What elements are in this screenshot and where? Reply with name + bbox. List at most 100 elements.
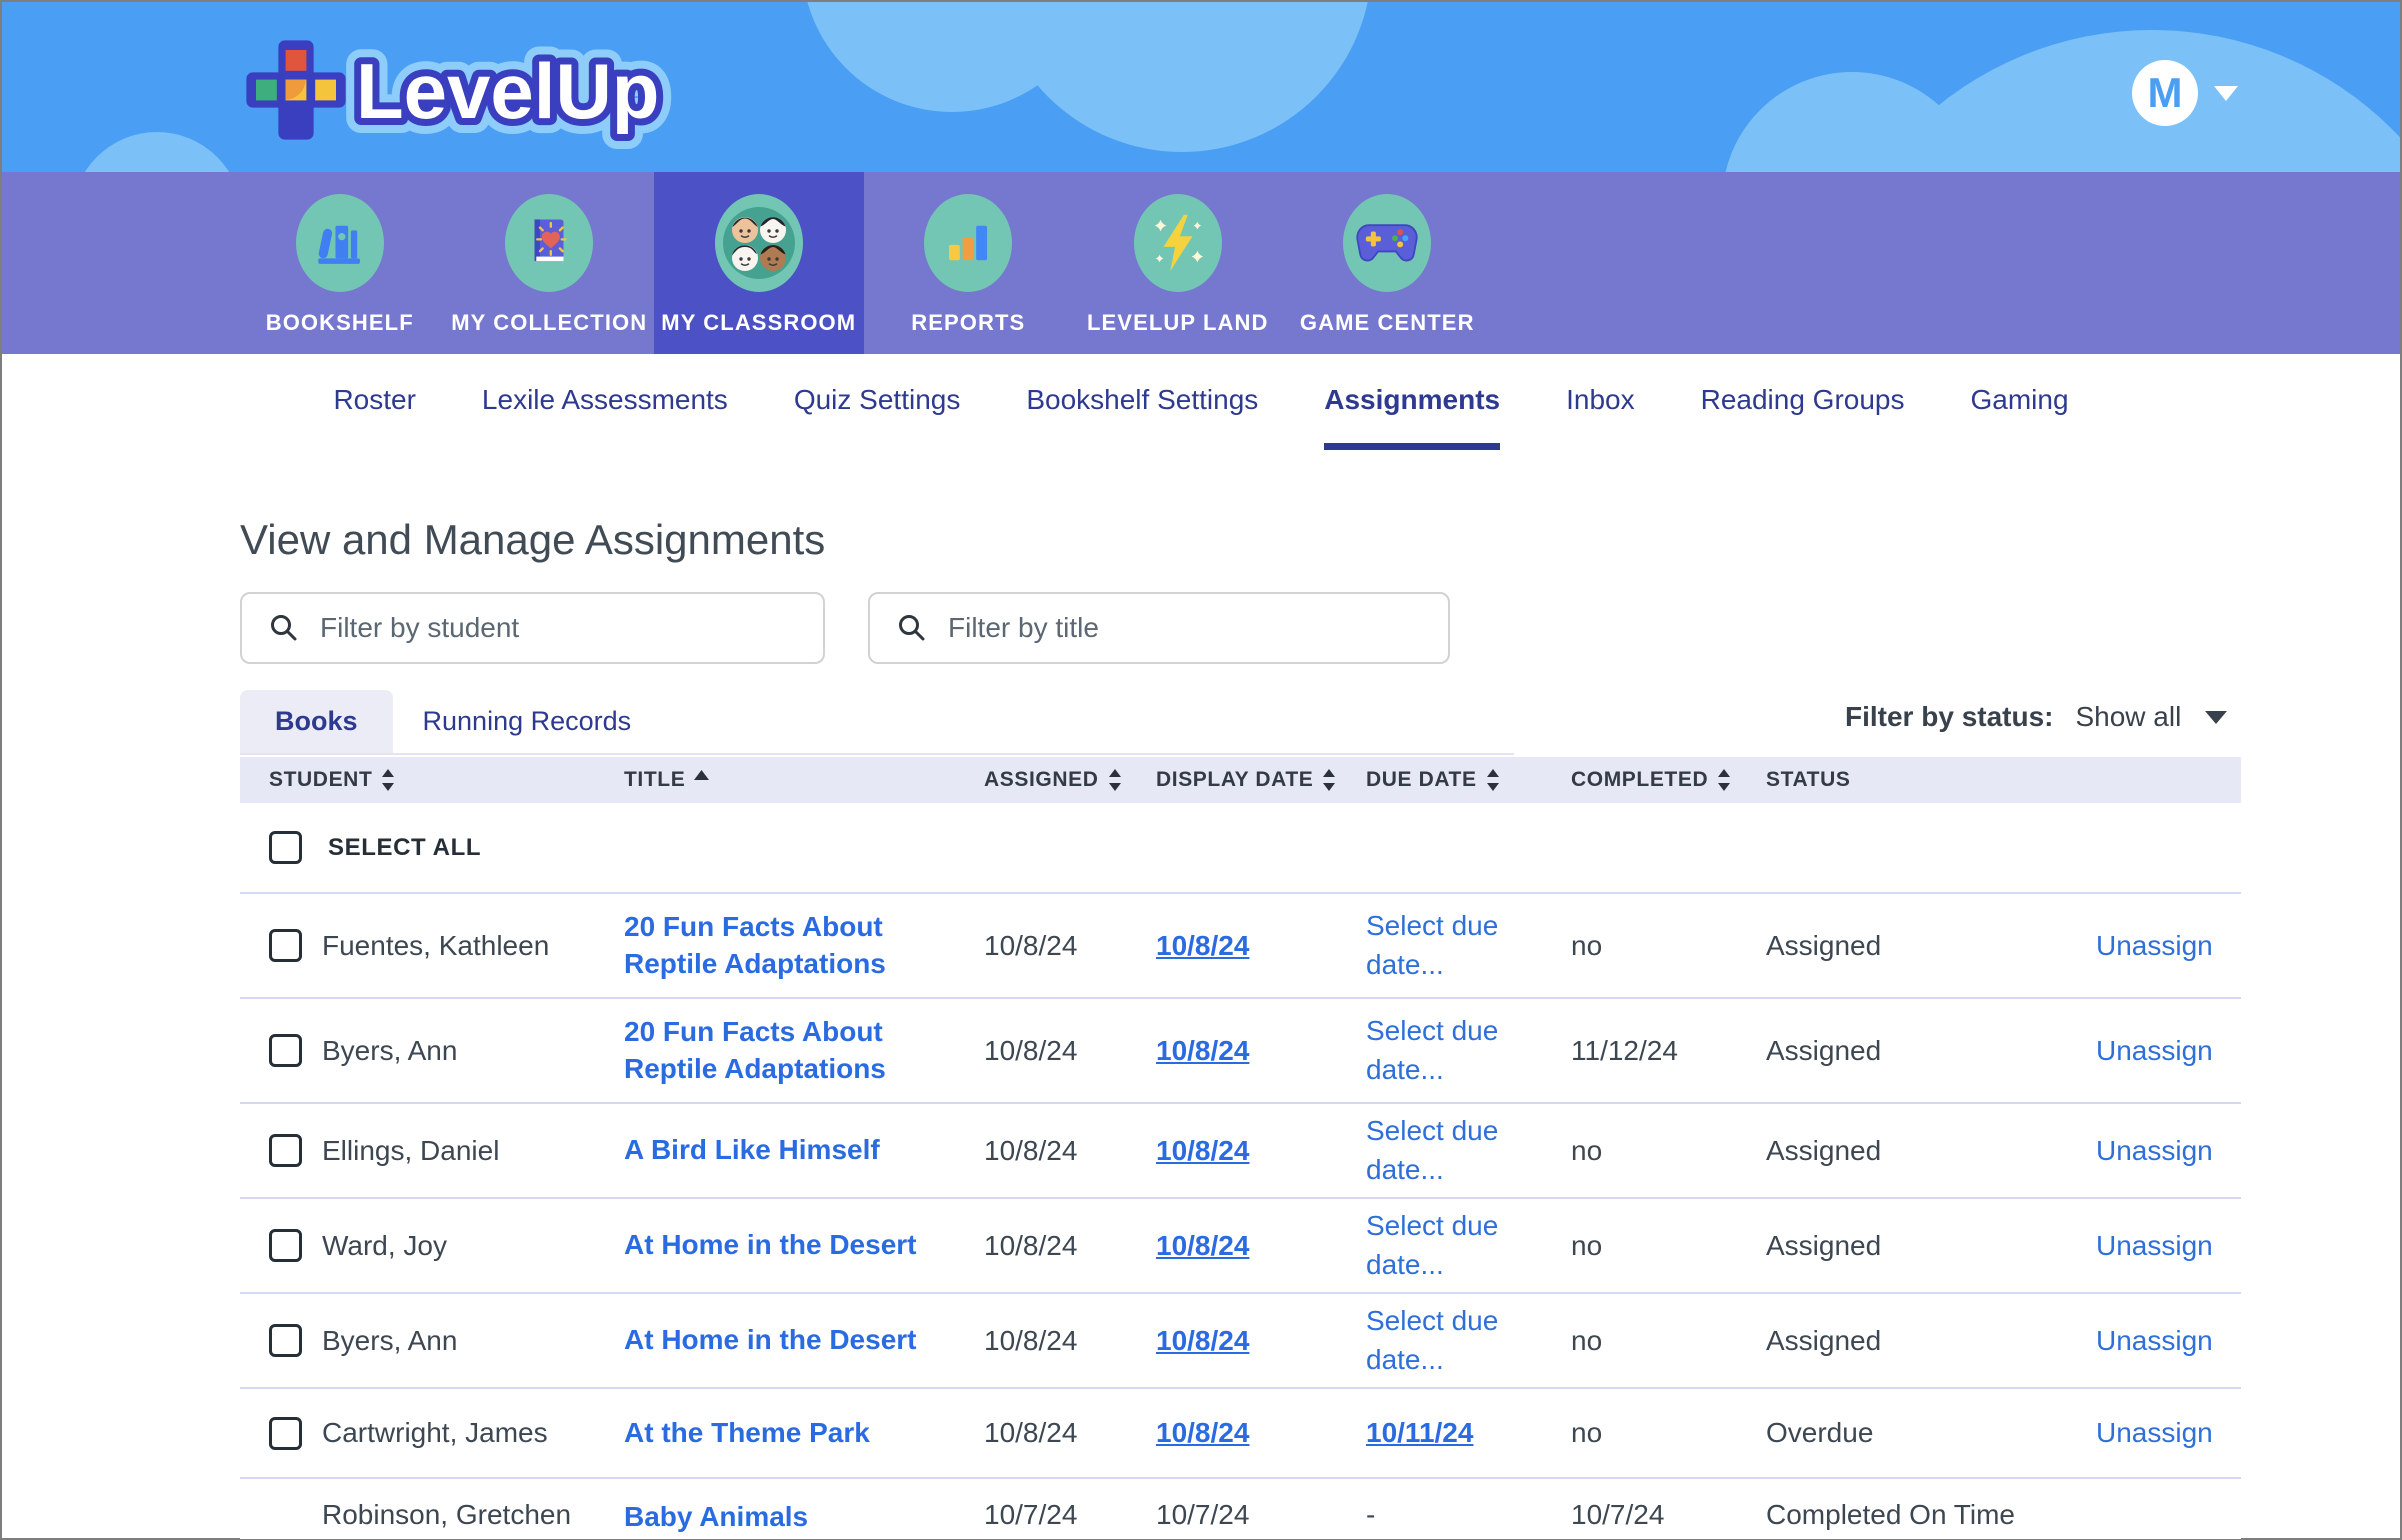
display-date-link[interactable]: 10/8/24 [1156, 1417, 1250, 1448]
unassign-link[interactable]: Unassign [2096, 929, 2213, 961]
tab-roster[interactable]: Roster [333, 384, 416, 415]
levelup-logo[interactable]: LevelUp LevelUp [240, 30, 746, 150]
sort-ascending-icon [694, 770, 710, 780]
assignments-table: STUDENT TITLE ASSIGNED DISPLAY DATE DUE … [240, 757, 2241, 1539]
student-filter-box [240, 592, 825, 664]
search-icon [899, 615, 925, 641]
page-title: View and Manage Assignments [240, 516, 826, 563]
status-filter-value[interactable]: Show all [2075, 701, 2182, 732]
select-due-date-link[interactable]: Select due date... [1366, 1114, 1499, 1185]
book-title-link: At Home in the Desert [624, 1229, 917, 1261]
book-title-link: At the Theme Park [624, 1416, 870, 1448]
display-date-link[interactable]: 10/8/24 [1156, 1134, 1250, 1166]
tab-books[interactable]: Books [240, 690, 393, 753]
table-row: Fuentes, Kathleen 20 Fun Facts About Rep… [240, 894, 2241, 999]
classroom-sub-navigation: Roster Lexile Assessments Quiz Settings … [2, 354, 2400, 450]
column-header-student[interactable]: STUDENT [240, 768, 624, 792]
tab-gaming[interactable]: Gaming [1970, 384, 2069, 415]
assigned-date: 10/8/24 [984, 1229, 1078, 1261]
main-nav-item-game-center[interactable]: GAME CENTER [1283, 172, 1493, 354]
view-tabs: Books Running Records [240, 690, 1514, 755]
levelup-logo-text: LevelUp LevelUp [346, 32, 674, 150]
book-title-link: 20 Fun Facts About Reptile Adaptations [624, 1015, 886, 1084]
main-nav-item-my-collection[interactable]: MY COLLECTION [445, 172, 655, 354]
completed-value: no [1571, 1134, 1603, 1166]
display-date-link[interactable]: 10/8/24 [1156, 1034, 1250, 1066]
tab-lexile-assessments[interactable]: Lexile Assessments [481, 384, 728, 415]
cloud-shape [1722, 72, 1982, 172]
tab-bookshelf-settings[interactable]: Bookshelf Settings [1026, 384, 1259, 415]
student-name: Fuentes, Kathleen [322, 929, 550, 961]
display-date-value: 10/7/24 [1156, 1499, 1250, 1530]
main-nav-item-reports[interactable]: REPORTS [864, 172, 1074, 354]
student-name: Robinson, Gretchen [322, 1499, 572, 1530]
status-filter-dropdown[interactable]: Filter by status: Show all [1845, 701, 2228, 733]
title-filter-box [868, 592, 1450, 664]
due-date-link[interactable]: 10/11/24 [1366, 1417, 1474, 1448]
select-due-date-link[interactable]: Select due date... [1366, 1014, 1499, 1085]
unassign-link[interactable]: Unassign [2096, 1417, 2213, 1448]
main-nav-item-bookshelf[interactable]: BOOKSHELF [235, 172, 445, 354]
tab-inbox[interactable]: Inbox [1566, 384, 1635, 415]
select-due-date-link[interactable]: Select due date... [1366, 1304, 1499, 1375]
sort-updown-icon [1486, 769, 1500, 791]
select-due-date-link[interactable]: Select due date... [1366, 909, 1499, 980]
book-title-link: At Home in the Desert [624, 1324, 917, 1356]
chevron-down-icon [2214, 85, 2238, 101]
completed-value: no [1571, 1417, 1603, 1448]
display-date-link[interactable]: 10/8/24 [1156, 1324, 1250, 1356]
column-header-display-date[interactable]: DISPLAY DATE [1156, 768, 1366, 792]
levelup-logo-plus-icon [246, 40, 346, 140]
main-nav-item-levelup-land[interactable]: LEVELUP LAND [1073, 172, 1283, 354]
row-checkbox[interactable] [269, 1416, 302, 1450]
bar-chart-icon [924, 194, 1013, 292]
display-date-link[interactable]: 10/8/24 [1156, 1229, 1250, 1261]
row-checkbox[interactable] [269, 1034, 302, 1067]
column-header-assigned[interactable]: ASSIGNED [984, 768, 1156, 792]
status-value: Completed On Time [1766, 1499, 2015, 1530]
status-filter-label: Filter by status: [1845, 701, 2054, 732]
select-all-checkbox[interactable] [269, 831, 302, 864]
row-checkbox[interactable] [269, 1324, 302, 1357]
tab-assignments[interactable]: Assignments [1324, 384, 1501, 450]
select-due-date-link[interactable]: Select due date... [1366, 1209, 1499, 1280]
unassign-link[interactable]: Unassign [2096, 1324, 2213, 1356]
row-checkbox[interactable] [269, 1134, 302, 1167]
display-date-link[interactable]: 10/8/24 [1156, 929, 1250, 961]
filter-by-title-input[interactable] [948, 612, 1368, 644]
completed-value: 10/7/24 [1571, 1499, 1665, 1530]
unassign-link[interactable]: Unassign [2096, 1229, 2213, 1261]
sort-updown-icon [1717, 769, 1731, 791]
account-menu-button[interactable]: M [2132, 60, 2238, 126]
column-header-due-date[interactable]: DUE DATE [1366, 768, 1571, 792]
status-value: Assigned [1766, 1034, 1882, 1066]
sort-updown-icon [1108, 769, 1122, 791]
unassign-link[interactable]: Unassign [2096, 1034, 2213, 1066]
row-checkbox[interactable] [269, 929, 302, 962]
tab-running-records[interactable]: Running Records [422, 706, 632, 736]
table-row: Byers, Ann 20 Fun Facts About Reptile Ad… [240, 999, 2241, 1104]
status-value: Overdue [1766, 1417, 1874, 1448]
status-value: Assigned [1766, 929, 1882, 961]
row-checkbox[interactable] [269, 1229, 302, 1262]
tab-quiz-settings[interactable]: Quiz Settings [793, 384, 961, 415]
book-title-link: 20 Fun Facts About Reptile Adaptations [624, 910, 886, 979]
assigned-date: 10/8/24 [984, 929, 1078, 961]
column-header-completed[interactable]: COMPLETED [1571, 768, 1766, 792]
avatar[interactable]: M [2132, 60, 2198, 126]
student-name: Ward, Joy [322, 1229, 447, 1261]
assigned-date: 10/7/24 [984, 1499, 1078, 1530]
tab-reading-groups[interactable]: Reading Groups [1700, 384, 1905, 415]
student-name: Byers, Ann [322, 1324, 458, 1356]
column-header-title[interactable]: TITLE [624, 768, 984, 792]
unassign-link[interactable]: Unassign [2096, 1134, 2213, 1166]
lightning-icon [1133, 194, 1222, 292]
filter-by-student-input[interactable] [320, 612, 740, 644]
completed-value: no [1571, 929, 1603, 961]
sort-updown-icon [1322, 769, 1336, 791]
game-controller-icon [1343, 194, 1432, 292]
column-header-status: STATUS [1766, 768, 1851, 791]
select-all-row: SELECT ALL [240, 803, 2241, 894]
completed-value: no [1571, 1324, 1603, 1356]
main-nav-item-my-classroom[interactable]: MY CLASSROOM [654, 172, 864, 354]
